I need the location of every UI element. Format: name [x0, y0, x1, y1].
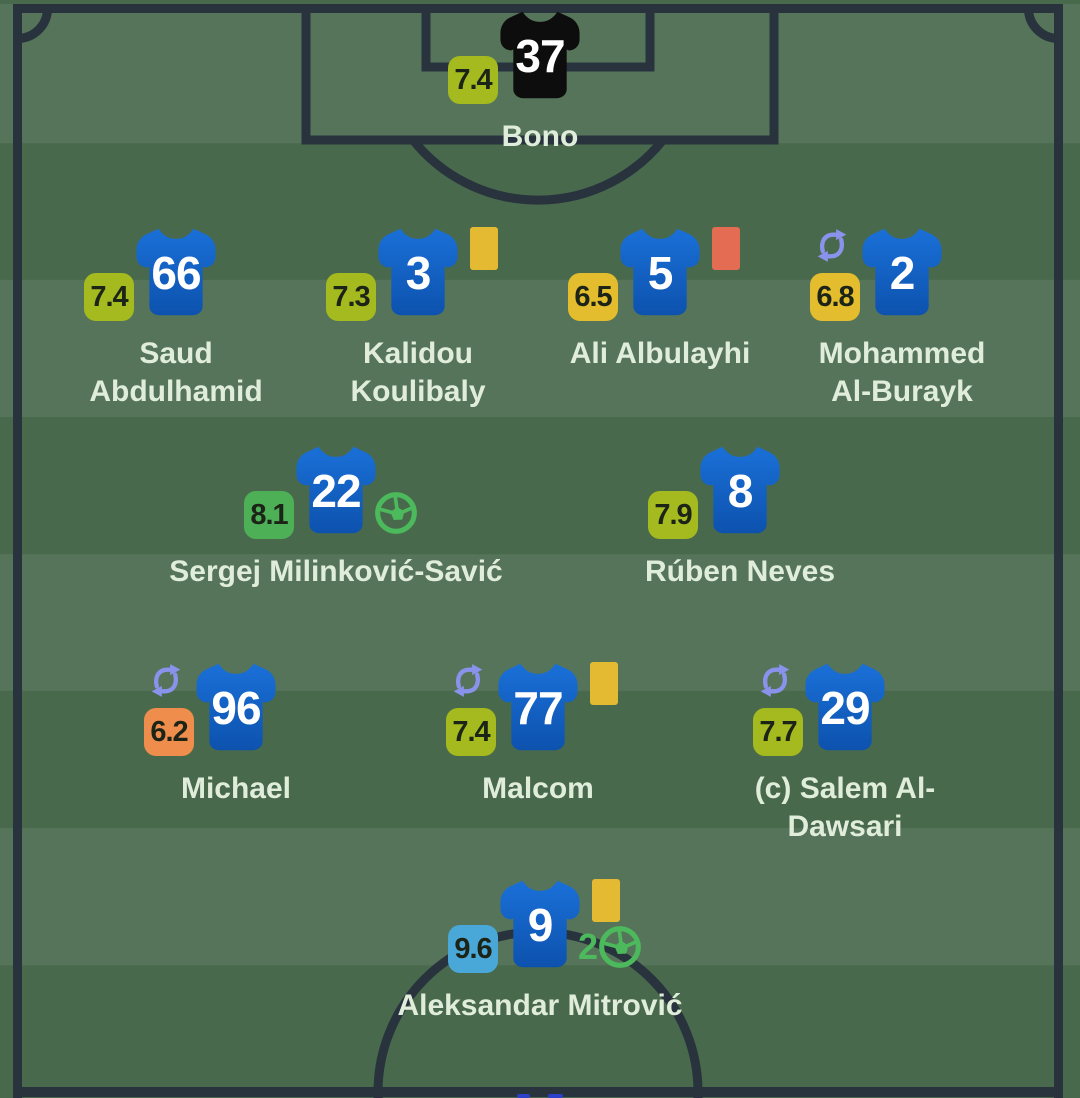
- player-name: Aleksandar Mitrović: [330, 987, 750, 1025]
- rating-badge[interactable]: 7.7: [753, 708, 803, 756]
- player-name: Bono: [330, 118, 750, 156]
- player-name: Mohammed Al-Burayk: [692, 335, 1080, 411]
- shirt-number: 2: [889, 247, 916, 299]
- player-jersey: 3: [372, 225, 464, 319]
- player-name: Rúben Neves: [530, 553, 950, 591]
- opponent-jersey-tip-right: [548, 1094, 563, 1098]
- player-name-line: Kalidou: [363, 337, 473, 370]
- corner-arc-right: [1024, 8, 1059, 43]
- corner-arc-left: [17, 8, 52, 43]
- rating-badge[interactable]: 7.3: [326, 273, 376, 321]
- player-name: Michael: [26, 770, 446, 808]
- player-jersey: 2: [856, 225, 948, 319]
- shirt-number: 8: [727, 465, 754, 517]
- substituted-out-icon: [812, 227, 852, 264]
- player-name-line: Aleksandar Mitrović: [397, 989, 683, 1022]
- rating-badge[interactable]: 6.2: [144, 708, 194, 756]
- rating-badge[interactable]: 6.5: [568, 273, 618, 321]
- pitch-boundary-line: [13, 4, 1063, 1098]
- rating-badge[interactable]: 7.4: [446, 708, 496, 756]
- player-name-line: Bono: [501, 120, 579, 153]
- rating-badge[interactable]: 7.4: [84, 273, 134, 321]
- player-name: (c) Salem Al- Dawsari: [635, 770, 1055, 846]
- player-name-line: Malcom: [482, 772, 594, 805]
- player-name-line: Dawsari: [787, 810, 903, 843]
- goalkeeper-jersey: 37: [494, 8, 586, 102]
- player-jersey: 22: [290, 443, 382, 537]
- goal-ball-icon: [374, 491, 418, 535]
- player-name-line: Al-Burayk: [831, 375, 973, 408]
- rating-badge[interactable]: 6.8: [810, 273, 860, 321]
- player-name: Saud Abdulhamid: [0, 335, 386, 411]
- shirt-number: 77: [513, 682, 563, 734]
- player-name-line: Mohammed: [818, 337, 986, 370]
- player-jersey: 8: [694, 443, 786, 537]
- penalty-arc: [409, 137, 667, 205]
- player-name-line: Abdulhamid: [89, 375, 263, 408]
- player-name-line: Michael: [180, 772, 292, 805]
- red-card-icon: [712, 227, 740, 270]
- player-name: Malcom: [328, 770, 748, 808]
- player-jersey: 5: [614, 225, 706, 319]
- rating-badge[interactable]: 7.9: [648, 491, 698, 539]
- player-name: Kalidou Koulibaly: [208, 335, 628, 411]
- yellow-card-icon: [590, 662, 618, 705]
- shirt-number: 3: [405, 247, 432, 299]
- rating-badge[interactable]: 7.4: [448, 56, 498, 104]
- opponent-jersey-tip-left: [517, 1094, 530, 1098]
- rating-badge[interactable]: 8.1: [244, 491, 294, 539]
- goal-count: 2: [578, 926, 599, 967]
- shirt-number: 9: [527, 899, 554, 951]
- yellow-card-icon: [470, 227, 498, 270]
- player-name: Sergej Milinković-Savić: [126, 553, 546, 591]
- shirt-number: 29: [820, 682, 870, 734]
- goal-badge: 2: [578, 925, 642, 969]
- substituted-out-icon: [755, 662, 795, 699]
- substituted-out-icon: [448, 662, 488, 699]
- player-jersey: 96: [190, 660, 282, 754]
- goal-badge: [374, 491, 418, 535]
- player-name-line: Koulibaly: [350, 375, 486, 408]
- shirt-number: 66: [151, 247, 201, 299]
- goal-ball-icon: [598, 925, 642, 969]
- shirt-number: 5: [647, 247, 674, 299]
- player-jersey: 29: [799, 660, 891, 754]
- yellow-card-icon: [592, 879, 620, 922]
- player-name-line: Saud: [139, 337, 213, 370]
- player-jersey: 9: [494, 877, 586, 971]
- shirt-number: 22: [311, 465, 361, 517]
- penalty-box-line: [301, 8, 779, 145]
- player-jersey: 77: [492, 660, 584, 754]
- player-name-line: Rúben Neves: [644, 555, 836, 588]
- rating-badge[interactable]: 9.6: [448, 925, 498, 973]
- player-name-line: Sergej Milinković-Savić: [169, 555, 503, 588]
- shirt-number: 37: [515, 30, 565, 82]
- player-name: Ali Albulayhi: [450, 335, 870, 373]
- player-name-line: Ali Albulayhi: [569, 337, 751, 370]
- substituted-out-icon: [146, 662, 186, 699]
- player-jersey: 66: [130, 225, 222, 319]
- shirt-number: 96: [211, 682, 261, 734]
- player-name-line: (c) Salem Al-: [754, 772, 936, 805]
